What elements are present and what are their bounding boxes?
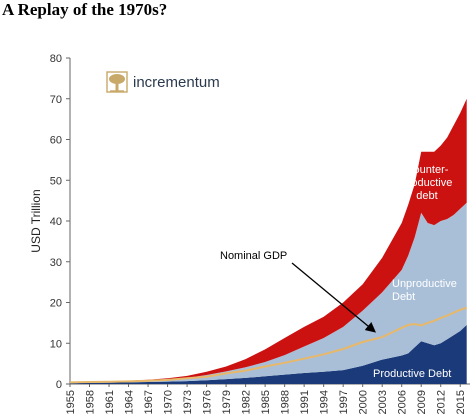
x-tick-label: 1988 <box>280 390 292 414</box>
y-tick-label: 80 <box>50 53 62 65</box>
x-tick-label: 1955 <box>65 390 77 414</box>
x-tick-label: 2000 <box>358 390 370 414</box>
y-tick-label: 70 <box>50 94 62 106</box>
logo-trunk <box>115 81 119 91</box>
y-tick-label: 30 <box>50 257 62 269</box>
x-tick-label: 1967 <box>143 390 155 414</box>
gdp-line-layer <box>69 306 467 384</box>
x-tick-label: 2006 <box>397 390 409 414</box>
annotation-nominal-gdp: Nominal GDP <box>220 250 287 262</box>
x-tick-label: 1970 <box>163 390 175 414</box>
axes: 0 10 20 30 40 50 60 70 80 USD Trillion 1955 1958 196… <box>29 53 470 414</box>
x-tick-label: 1976 <box>202 390 214 414</box>
x-tick-label: 2015 <box>455 390 467 414</box>
annotation-unproductive: Unproductive <box>392 278 457 290</box>
x-tick-label: 2009 <box>416 390 428 414</box>
annotation-productive: productive <box>402 177 453 189</box>
x-tick-label: 1979 <box>221 390 233 414</box>
x-tick-label: 2012 <box>436 390 448 414</box>
x-tick-label: 1982 <box>241 390 253 414</box>
area-layers <box>70 98 467 384</box>
annotation-counter: Counter- <box>406 164 449 176</box>
y-tick-label: 20 <box>50 298 62 310</box>
x-tick-label: 1973 <box>182 390 194 414</box>
logo-frame <box>106 71 128 93</box>
unproductive-debt-area <box>70 202 467 384</box>
y-axis-title: USD Trillion <box>29 189 43 252</box>
logo-text: incrementum <box>133 74 220 91</box>
y-tick-label: 10 <box>50 338 62 350</box>
logo: incrementum <box>106 71 220 93</box>
y-tick-label: 0 <box>56 379 62 391</box>
annotation-debt: debt <box>416 190 437 202</box>
x-tick-label: 1961 <box>104 390 116 414</box>
x-tick-label: 1964 <box>124 390 136 414</box>
logo-crown <box>109 74 125 84</box>
annotation-productive-debt: Productive Debt <box>373 368 451 380</box>
y-tick-label: 60 <box>50 135 62 147</box>
gdp-arrow <box>291 262 377 333</box>
x-tick-label: 1997 <box>338 390 350 414</box>
chart-heading: A Replay of the 1970s? <box>2 0 168 19</box>
x-tick-label: 1994 <box>319 390 331 414</box>
y-tick-label: 50 <box>50 175 62 187</box>
x-tick-label: 1991 <box>299 390 311 414</box>
y-tick-label: 40 <box>50 216 62 228</box>
x-tick-label: 1985 <box>260 390 272 414</box>
annotation-debt-2: Debt <box>392 291 415 303</box>
productive-debt-area <box>70 324 467 384</box>
nominal-gdp-line <box>69 306 467 384</box>
x-tick-label: 2003 <box>377 390 389 414</box>
x-tick-label: 1958 <box>85 390 97 414</box>
tree-icon <box>106 71 128 93</box>
